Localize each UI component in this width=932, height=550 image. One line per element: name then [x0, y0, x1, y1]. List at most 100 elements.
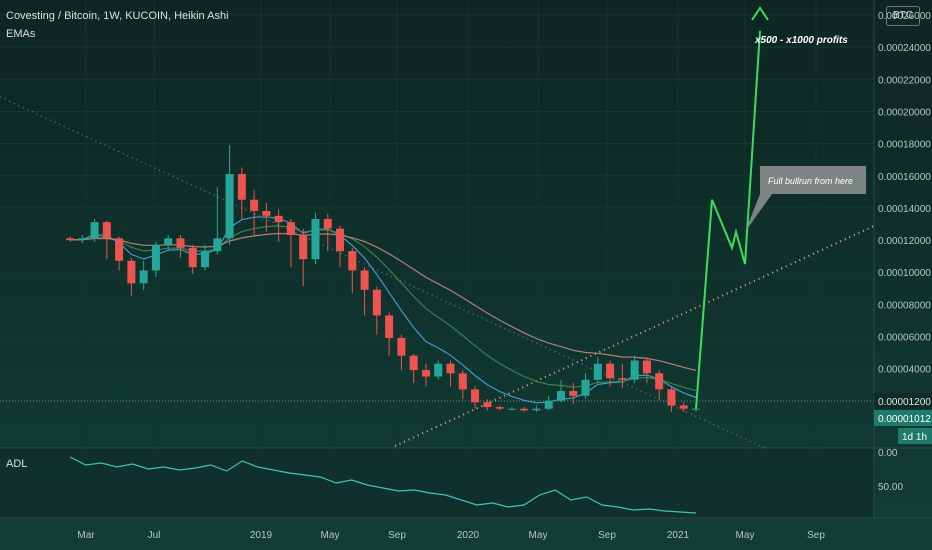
candle-body — [458, 373, 467, 390]
candle-body — [421, 370, 430, 377]
adl-path — [69, 456, 697, 514]
candle-body — [642, 360, 651, 374]
candle-body — [176, 238, 185, 248]
indicator-label[interactable]: EMAs — [6, 28, 36, 40]
time-tick-label: Sep — [388, 530, 406, 541]
time-tick-label: Sep — [807, 530, 825, 541]
candle-body — [434, 363, 443, 377]
candle-body — [262, 210, 271, 216]
candle-body — [495, 407, 504, 409]
price-tick-label: 0.00026000 — [878, 11, 931, 22]
current-price-badge — [874, 393, 932, 409]
price-tick-label: 0.00024000 — [878, 43, 931, 54]
price-tick-label: 0.00018000 — [878, 140, 931, 151]
price-tick-label: 0.00016000 — [878, 172, 931, 183]
ema-line — [69, 225, 697, 392]
candle-body — [655, 373, 664, 390]
candle-body — [188, 247, 197, 268]
candle-body — [274, 215, 283, 223]
candle-body — [90, 222, 99, 239]
candle-body — [299, 235, 308, 260]
candle-body — [151, 244, 160, 271]
candle-body — [385, 315, 394, 338]
callout-bubble — [745, 166, 866, 232]
time-tick-label: May — [736, 530, 755, 541]
time-tick-label: May — [321, 530, 340, 541]
price-tick-label: 0.00004000 — [878, 365, 931, 376]
timer-label: 1d 1h — [902, 432, 927, 443]
timer-badge — [898, 428, 932, 444]
candle-body — [630, 360, 639, 380]
chart-title: Covesting / Bitcoin, 1W, KUCOIN, Heikin … — [6, 10, 229, 22]
candle-body — [446, 363, 455, 374]
candle-body — [311, 219, 320, 260]
candle-body — [102, 222, 111, 239]
downtrend-line — [0, 96, 766, 449]
candle-body — [618, 378, 627, 380]
price-tick-label: 0.00010000 — [878, 268, 931, 279]
candle-body — [483, 402, 492, 408]
candle-body — [348, 251, 357, 271]
ema-line — [69, 232, 697, 371]
candle-body — [606, 363, 615, 379]
candle-body — [692, 408, 700, 410]
candle-body — [667, 389, 676, 406]
price-tick-label: 0.00020000 — [878, 107, 931, 118]
candle-body — [520, 408, 529, 411]
projection-arrow-icon — [751, 6, 769, 21]
callout-annotation: Full bullrun from here — [768, 176, 853, 186]
candle-body — [323, 219, 332, 229]
time-tick-label: Sep — [598, 530, 616, 541]
candle-body — [201, 251, 210, 268]
trendlines — [0, 96, 875, 449]
adl-line — [69, 456, 697, 514]
ema-line — [69, 216, 697, 404]
candle-body — [544, 400, 553, 409]
time-tick-label: 2020 — [457, 530, 480, 541]
candle-body — [360, 270, 369, 290]
time-axis[interactable]: Mar Jul 2019 May Sep 2020 May Sep 2021 May Sep — [77, 530, 825, 541]
time-tick-label: 2021 — [667, 530, 690, 541]
adl-tick-label: 0.00 — [878, 448, 898, 459]
time-tick-label: Jul — [148, 530, 161, 541]
second-price-badge — [874, 410, 932, 426]
price-tick-label: 0.00022000 — [878, 75, 931, 86]
candle-body — [213, 238, 222, 252]
candle-body — [66, 238, 74, 240]
projection: x500 - x1000 profits Full bullrun from he… — [695, 6, 866, 409]
candle-body — [569, 391, 578, 396]
candle-body — [532, 408, 541, 411]
price-tick-label: 0.00006000 — [878, 333, 931, 344]
time-tick-label: 2019 — [250, 530, 273, 541]
price-tick-label: 0.00008000 — [878, 300, 931, 311]
candle-body — [115, 238, 124, 261]
candle-body — [286, 222, 295, 236]
candle-body — [679, 405, 688, 409]
candle-body — [507, 408, 516, 410]
candle-body — [593, 363, 602, 380]
candle-body — [409, 355, 418, 371]
ema-lines — [69, 216, 697, 404]
candle-body — [78, 238, 87, 240]
currency-badge[interactable]: BTC — [886, 6, 920, 26]
time-tick-label: Mar — [77, 530, 95, 541]
time-tick-label: May — [529, 530, 548, 541]
candle-body — [237, 173, 246, 200]
candle-body — [336, 228, 345, 252]
candles — [66, 145, 700, 412]
candle-body — [225, 173, 234, 239]
adl-label[interactable]: ADL — [6, 458, 28, 470]
profit-annotation: x500 - x1000 profits — [754, 35, 848, 46]
candle-body — [397, 337, 406, 356]
price-axis[interactable]: 0.00026000 0.00024000 0.00022000 0.00020000… — [874, 11, 932, 493]
adl-pane — [0, 448, 874, 518]
candle-body — [164, 238, 173, 245]
candle-body — [581, 379, 590, 396]
price-tick-label: 0.00014000 — [878, 204, 931, 215]
adl-tick-label: 50.00 — [878, 482, 903, 493]
candle-body — [139, 270, 148, 284]
second-price-label: 0.00001012 — [878, 414, 931, 425]
current-price-label: 0.00001200 — [878, 397, 931, 408]
candle-body — [250, 199, 259, 211]
